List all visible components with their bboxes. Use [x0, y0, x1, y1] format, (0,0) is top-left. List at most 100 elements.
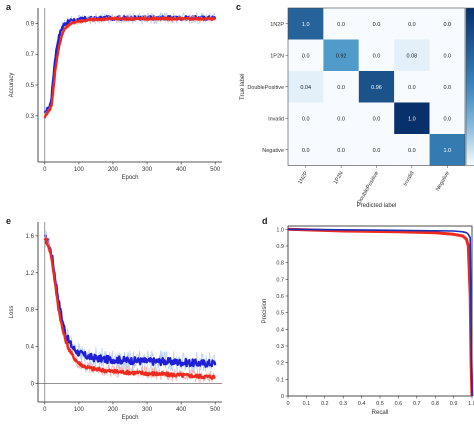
matrix-cell: [394, 134, 430, 166]
matrix-cell: [429, 39, 465, 71]
col-label: Invalid: [402, 171, 415, 188]
y-axis-label: Precision: [262, 299, 268, 324]
col-label: 1P2N: [333, 170, 345, 185]
y-tick-label: 0.9: [26, 21, 35, 27]
y-tick-label: 0.5: [276, 311, 284, 317]
x-axis-label: Epoch: [121, 175, 138, 181]
matrix-cell-value: 0.0: [302, 148, 310, 154]
y-tick-label: 1.0: [276, 227, 284, 233]
y-tick-label: 0.1: [276, 377, 284, 383]
matrix-cell-value: 0.0: [408, 148, 416, 154]
matrix-cell-value: 0.0: [408, 85, 416, 91]
matrix-cell: [429, 71, 465, 103]
matrix-cell: [358, 39, 395, 71]
col-label: DoublePositive: [357, 171, 381, 206]
x-tick-label: 0.4: [358, 401, 366, 407]
matrix-cell: [429, 102, 465, 134]
y-tick-label: 0.6: [276, 294, 284, 300]
precision-recall-chart: 0 0.1 0.2 0.3 0.4 0.5 0.6 0.7 0.8 0.9 1.0 0 0.1 0.2 0.…: [262, 225, 474, 416]
x-tick-label: 200: [108, 407, 119, 413]
matrix-cell: [394, 102, 430, 134]
y-tick-label: 0.4: [26, 345, 35, 351]
matrix-cell: [323, 8, 359, 40]
matrix-cell-value: 0.0: [443, 116, 451, 122]
y-tick-label: 0.5: [26, 83, 35, 89]
x-tick-label: 0.9: [450, 401, 458, 407]
matrix-cell: [358, 71, 395, 103]
col-label: Negative: [435, 171, 451, 193]
series-val-line: [43, 16, 216, 119]
x-tick-label: 1.0: [468, 401, 474, 407]
y-tick-label: 0.2: [276, 361, 284, 367]
matrix-cell-value: 0.92: [336, 53, 347, 59]
x-axis-label: Epoch: [121, 415, 138, 421]
x-tick-label: 500: [210, 407, 221, 413]
matrix-cell-value: 0.0: [373, 53, 381, 59]
matrix-cell-value: 1.0: [408, 116, 416, 122]
accuracy-chart: 0 100 200 300 400 500 0.3 0.5 0.7 0.9 Epoch Accurac…: [9, 8, 222, 181]
matrix-cell: [288, 71, 324, 103]
series-val-line: [43, 237, 216, 380]
matrix-cell-value: 0.0: [337, 148, 345, 154]
matrix-cell-value: 0.0: [373, 148, 381, 154]
x-tick-label: 0: [43, 167, 47, 173]
matrix-cell-value: 0.0: [337, 85, 345, 91]
matrix-cell-value: 0.0: [408, 22, 416, 28]
x-tick-label: 100: [74, 407, 85, 413]
matrix-cell-value: 0.0: [302, 116, 310, 122]
y-tick-label: 0: [31, 382, 35, 388]
x-tick-label: 100: [74, 167, 85, 173]
y-tick-label: 0.3: [26, 114, 35, 120]
row-label: Invalid: [268, 116, 284, 122]
confusion-matrix: 1.0 0.0 0.0 0.0 0.0 0.0 0.92 0.0 0.08 0.0 0.04 0.0 0…: [240, 7, 474, 209]
matrix-cell-value: 0.0: [302, 53, 310, 59]
matrix-cell: [323, 102, 359, 134]
x-tick-label: 0.3: [339, 401, 347, 407]
y-tick-label: 0.9: [276, 244, 284, 250]
matrix-cell-value: 0.0: [443, 85, 451, 91]
matrix-cell: [358, 134, 395, 166]
matrix-cell: [323, 39, 359, 71]
matrix-cell-value: 0.04: [300, 85, 311, 91]
x-tick-label: 0.6: [395, 401, 403, 407]
x-tick-label: 0.1: [303, 401, 311, 407]
row-label: DoublePositive: [247, 85, 284, 91]
matrix-cell: [288, 102, 324, 134]
x-tick-label: 300: [142, 407, 153, 413]
x-tick-label: 400: [176, 407, 187, 413]
matrix-cell: [358, 8, 395, 40]
series-val-raw-line: [44, 14, 216, 118]
series-val-line: [287, 227, 474, 397]
x-axis-label: Recall: [372, 410, 389, 416]
y-tick-label: 1.6: [26, 234, 35, 240]
y-axis-label: Loss: [9, 306, 15, 319]
x-axis-label: Predicted label: [357, 203, 397, 209]
x-tick-label: 0.5: [376, 401, 384, 407]
row-label: 1N2P: [270, 22, 284, 28]
matrix-cell: [429, 134, 465, 166]
panel-letter-d: d: [262, 216, 268, 226]
matrix-cell: [323, 134, 359, 166]
matrix-cell: [288, 134, 324, 166]
y-axis-label: Accuracy: [9, 73, 15, 98]
x-tick-label: 0: [43, 407, 47, 413]
panel-letter-e: e: [6, 216, 11, 226]
x-tick-label: 300: [142, 167, 153, 173]
matrix-cell-value: 0.96: [371, 85, 382, 91]
x-tick-label: 500: [210, 167, 221, 173]
panel-letter-c: c: [236, 2, 241, 12]
x-tick-label: 0.2: [321, 401, 329, 407]
series-train-raw-line: [44, 12, 216, 118]
matrix-cell: [358, 102, 395, 134]
matrix-cell: [429, 8, 465, 40]
row-label: Negative: [262, 148, 284, 154]
series-train-line: [43, 234, 217, 368]
series-train-line: [43, 15, 217, 115]
y-tick-label: 0.7: [276, 277, 284, 283]
matrix-cell: [288, 39, 324, 71]
x-tick-label: 400: [176, 167, 187, 173]
matrix-cell: [394, 71, 430, 103]
panel-letter-a: a: [6, 2, 12, 12]
matrix-cell-value: 1.0: [302, 22, 310, 28]
